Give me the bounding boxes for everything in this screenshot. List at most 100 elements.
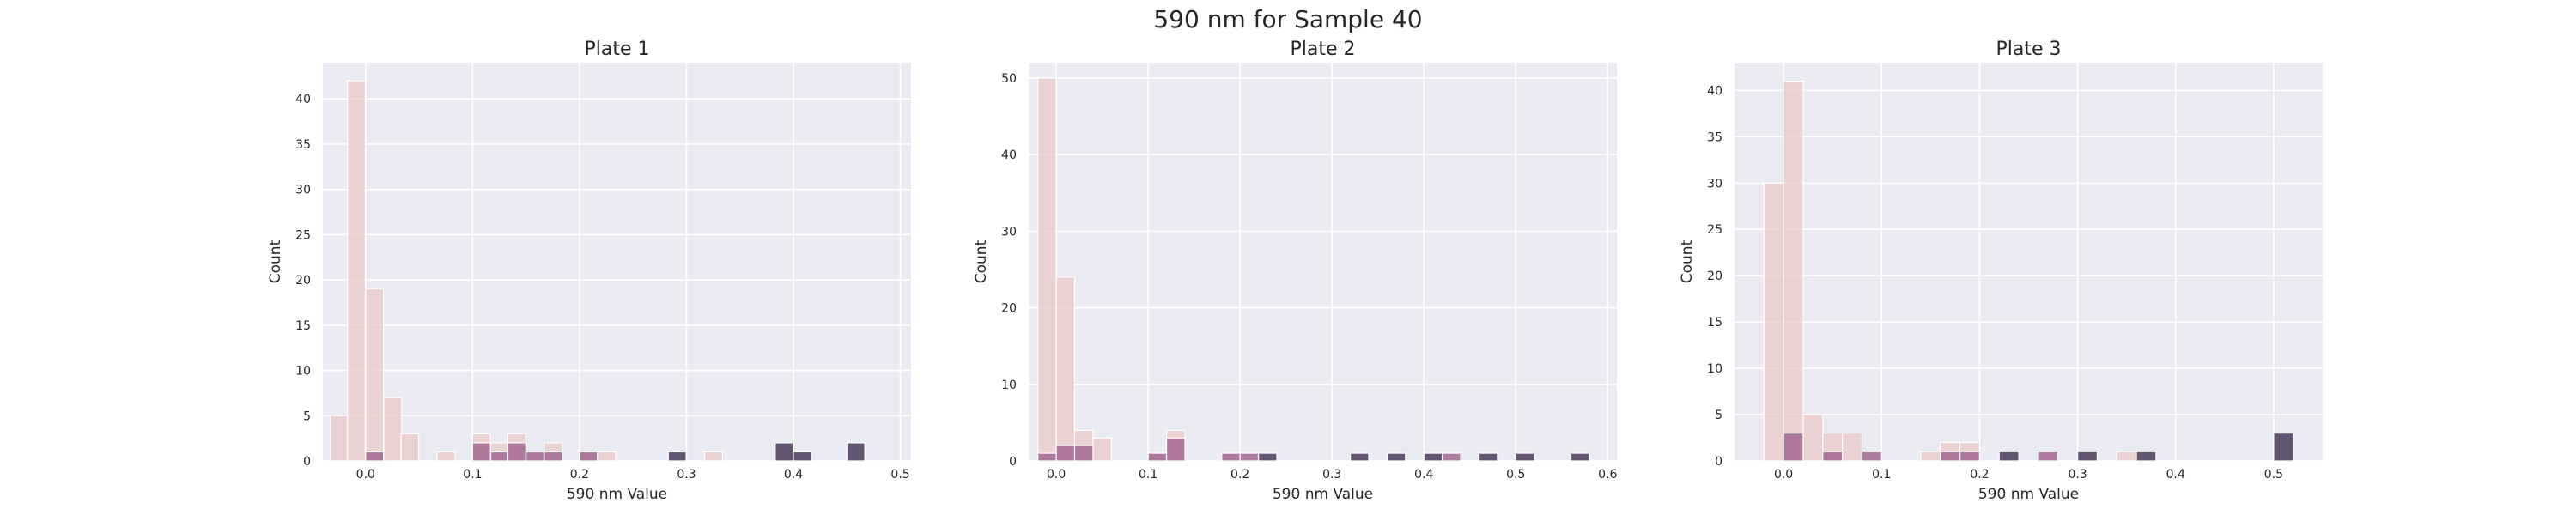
- x-tick-label: 0.3: [677, 468, 696, 482]
- x-tick-label: 0.2: [1230, 468, 1249, 482]
- histogram-bar: [1570, 452, 1590, 462]
- histogram-bar: [2273, 433, 2294, 462]
- histogram-bar: [1037, 77, 1057, 462]
- histogram-bar: [704, 451, 724, 462]
- histogram-bar: [1221, 452, 1241, 462]
- x-tick-label: 0.2: [570, 468, 589, 482]
- histogram-bar: [1783, 433, 1804, 462]
- y-tick-label: 20: [1707, 270, 1722, 283]
- y-tick-label: 0: [1009, 455, 1017, 469]
- histogram-bar: [1147, 452, 1168, 462]
- x-tick-label: 0.1: [463, 468, 482, 482]
- histogram-bar: [579, 451, 598, 462]
- histogram-bar: [1055, 445, 1076, 462]
- histogram-bar: [1239, 452, 1260, 462]
- histogram-bar: [507, 442, 526, 462]
- x-tick-label: 0.5: [2264, 468, 2283, 482]
- y-tick-label: 5: [1715, 409, 1722, 422]
- histogram-bar: [471, 442, 491, 462]
- histogram-bar: [1841, 433, 1863, 462]
- y-tick-label: 10: [295, 365, 311, 379]
- y-tick-label: 40: [1707, 84, 1722, 98]
- histogram-bar: [1350, 452, 1370, 462]
- series-1: [1763, 80, 2137, 462]
- subplot-plate-2: 0.0 0.1 0.2 0.3 0.4 0.5 0.6 0 10 20 30 40 50 Plate 2 5…: [973, 39, 1618, 503]
- x-tick-label: 0.2: [1970, 468, 1989, 482]
- histogram-bar: [544, 451, 563, 462]
- x-tick-label: 0.4: [2166, 468, 2185, 482]
- y-tick-label: 35: [1707, 130, 1722, 144]
- histogram-bar: [597, 451, 617, 462]
- y-tick-label: 10: [1707, 362, 1722, 376]
- histogram-bar: [400, 433, 420, 462]
- subplots-container: 0.0 0.1 0.2 0.3 0.4 0.5 0 5 10 15 20 25 30 35 40 Plate …: [267, 39, 2323, 503]
- plot-title: Plate 3: [1996, 39, 2061, 60]
- plot-title: Plate 1: [584, 39, 649, 60]
- y-tick-label: 0: [303, 455, 311, 469]
- histogram-bar: [1037, 452, 1057, 462]
- histogram-bar: [365, 451, 385, 462]
- x-tick-label: 0.5: [890, 468, 909, 482]
- subplot-plate-1: 0.0 0.1 0.2 0.3 0.4 0.5 0 5 10 15 20 25 30 35 40 Plate …: [267, 39, 911, 503]
- histogram-bar: [667, 451, 687, 462]
- y-tick-label: 30: [295, 184, 311, 197]
- histogram-bar: [1073, 445, 1094, 462]
- histogram-bar: [1442, 452, 1461, 462]
- histogram-bar: [330, 415, 349, 462]
- y-tick-label: 20: [295, 274, 311, 288]
- histogram-bar: [1940, 451, 1961, 462]
- histogram-bar: [1386, 452, 1406, 462]
- histogram-bar: [1998, 451, 2020, 462]
- x-tick-label: 0.0: [356, 468, 375, 482]
- x-tick-label: 0.3: [2068, 468, 2087, 482]
- y-tick-label: 20: [1001, 302, 1017, 316]
- y-tick-label: 10: [1001, 379, 1017, 392]
- subplot-plate-3: 0.0 0.1 0.2 0.3 0.4 0.5 0 5 10 15 20 25 30 35 40 Plate …: [1679, 39, 2323, 503]
- histogram-bar: [489, 451, 509, 462]
- series-3: [1998, 433, 2294, 462]
- histogram-bar: [1861, 451, 1882, 462]
- y-axis-label: Count: [267, 239, 284, 283]
- x-tick-label: 0.5: [1506, 468, 1525, 482]
- series-2: [1783, 433, 2059, 462]
- histogram-bar: [347, 80, 367, 462]
- x-axis-label: 590 nm Value: [1273, 486, 1373, 503]
- y-tick-label: 15: [295, 319, 311, 333]
- histogram-bar: [1959, 451, 1981, 462]
- histogram-bar: [1423, 452, 1443, 462]
- x-tick-label: 0.1: [1139, 468, 1157, 482]
- y-tick-label: 25: [1707, 223, 1722, 237]
- histogram-bar: [1920, 451, 1941, 462]
- series-3: [1257, 452, 1590, 462]
- histogram-bar: [1257, 452, 1278, 462]
- y-tick-label: 35: [295, 138, 311, 152]
- histogram-bar: [775, 442, 794, 462]
- x-tick-label: 0.0: [1047, 468, 1066, 482]
- series-2: [365, 442, 598, 462]
- histogram-bar: [2116, 451, 2137, 462]
- histogram-bar: [1783, 80, 1804, 462]
- histogram-bar: [1822, 451, 1844, 462]
- x-axis-label: 590 nm Value: [1978, 486, 2079, 503]
- y-tick-label: 30: [1707, 177, 1722, 191]
- histogram-bar: [846, 442, 866, 462]
- x-tick-label: 0.1: [1872, 468, 1891, 482]
- histogram-bar: [1478, 452, 1498, 462]
- figure-title: 590 nm for Sample 40: [1153, 5, 1422, 33]
- x-tick-label: 0.4: [784, 468, 803, 482]
- histogram-bar: [383, 397, 403, 462]
- series-3: [667, 442, 866, 462]
- y-axis-label: Count: [1679, 239, 1696, 283]
- y-tick-label: 25: [295, 228, 311, 242]
- axes-background: [1029, 63, 1617, 461]
- x-tick-label: 0.6: [1598, 468, 1617, 482]
- histogram-bar: [2136, 451, 2157, 462]
- histogram-bar: [526, 451, 545, 462]
- histogram-bar: [365, 288, 385, 462]
- histogram-bar: [1515, 452, 1535, 462]
- y-tick-label: 5: [303, 409, 311, 423]
- histogram-bar: [2038, 451, 2059, 462]
- y-tick-label: 40: [295, 93, 311, 106]
- y-tick-label: 40: [1001, 148, 1017, 162]
